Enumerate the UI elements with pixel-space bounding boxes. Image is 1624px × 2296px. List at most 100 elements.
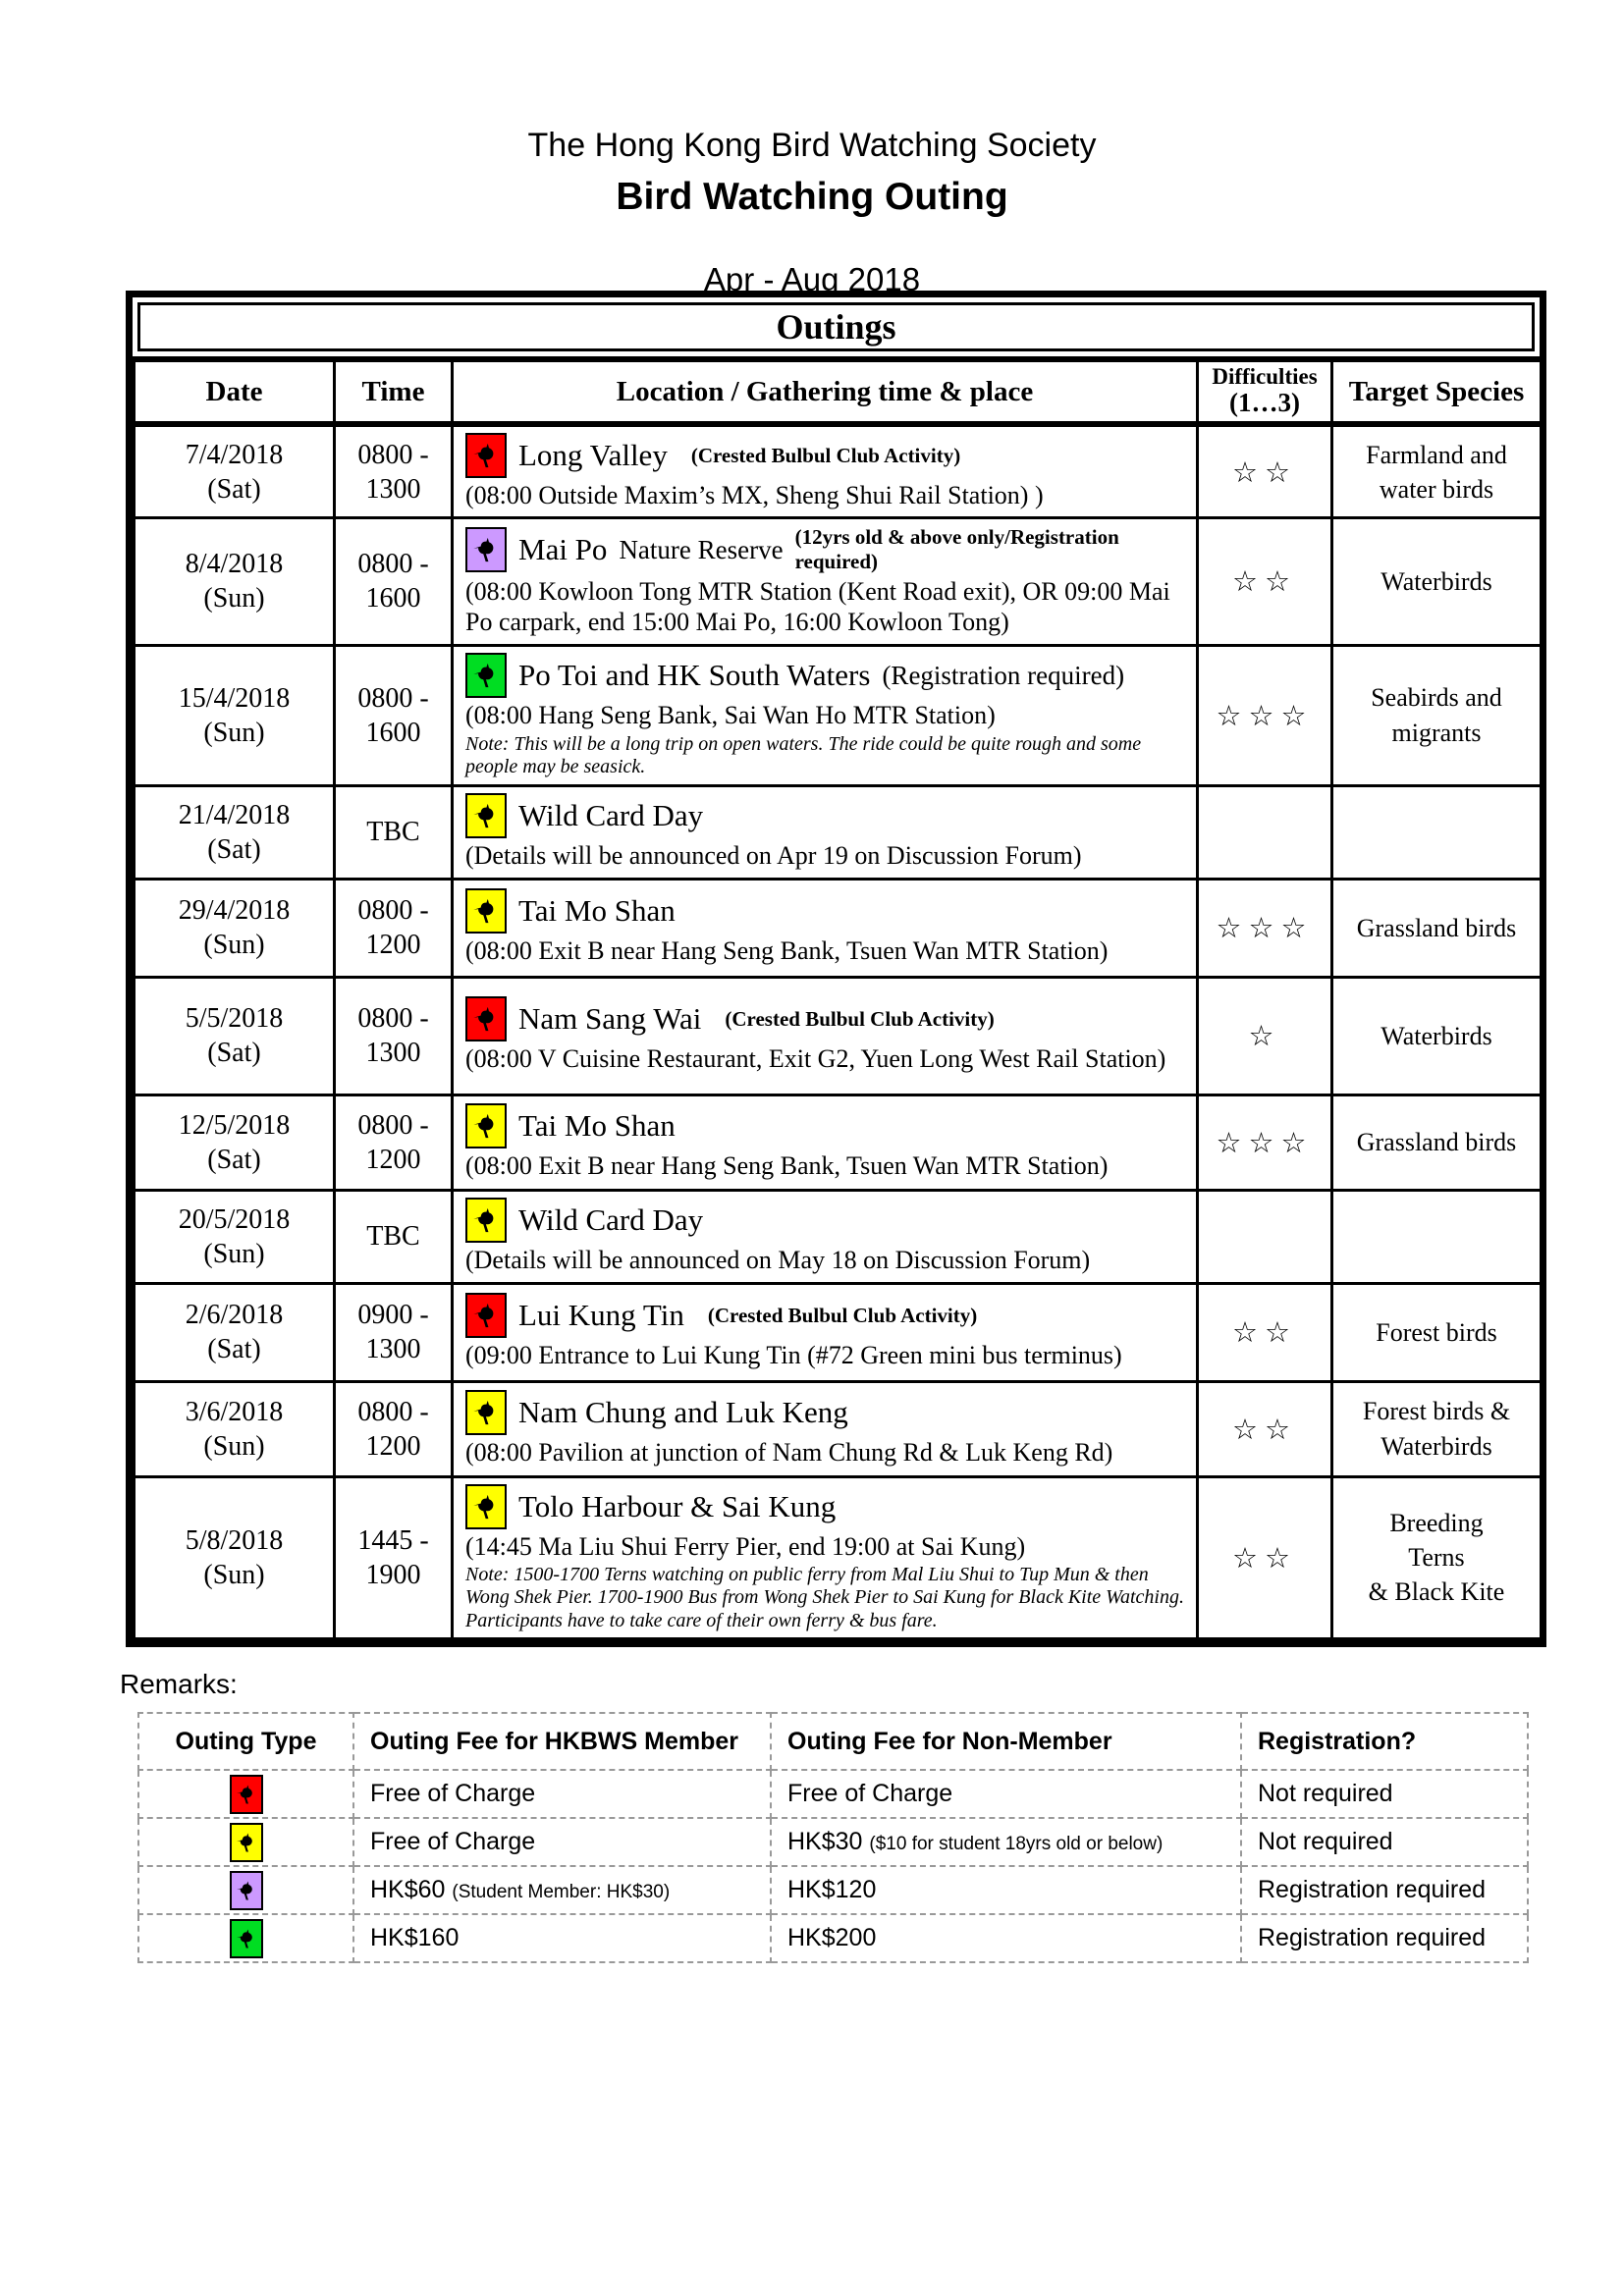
outing-type-color-swatch (229, 1918, 263, 1958)
remarks-row: HK$60 (Student Member: HK$30) HK$120 Reg… (137, 1865, 1529, 1915)
outings-table-frame: Outings Date Time Location / Gathering t… (126, 291, 1546, 1647)
registration-cell: Registration required (1240, 1865, 1529, 1915)
gathering-info: (Details will be announced on Apr 19 on … (465, 840, 1082, 870)
date-cell: 21/4/2018 (Sat) (133, 783, 336, 881)
outing-type-color-swatch (465, 1389, 507, 1435)
location-cell: Wild Card Day (Details will be announced… (451, 1188, 1199, 1285)
bird-icon (472, 442, 500, 469)
outing-title: Nam Chung and Luk Keng (518, 1394, 848, 1429)
bird-icon (472, 662, 500, 689)
difficulty-cell: ☆☆☆ (1196, 877, 1333, 979)
gathering-info: (14:45 Ma Liu Shui Ferry Pier, end 19:00… (465, 1531, 1026, 1561)
target-species-cell: Farmland and water birds (1330, 422, 1543, 520)
outing-type-cell (137, 1769, 354, 1819)
document-title: Bird Watching Outing (616, 175, 1008, 218)
outing-title: Wild Card Day (518, 797, 704, 832)
date-cell: 5/5/2018 (Sat) (133, 975, 336, 1096)
table-row: 8/4/2018 (Sun) 0800 - 1600 Mai Po Nature… (133, 516, 1543, 647)
outing-type-color-swatch (465, 653, 507, 699)
remarks-row: Free of Charge Free of Charge Not requir… (137, 1769, 1529, 1819)
bird-icon (472, 1112, 500, 1140)
time-cell: 0800 - 1600 (333, 643, 454, 787)
header-date: Date (133, 357, 336, 427)
target-species-cell: Waterbirds (1330, 516, 1543, 647)
difficulty-cell: ☆☆ (1196, 422, 1333, 520)
member-fee-cell: HK$160 (352, 1913, 772, 1963)
registration-cell: Not required (1240, 1817, 1529, 1867)
bird-icon (236, 1928, 257, 1949)
bird-icon (472, 1399, 500, 1426)
table-row: 2/6/2018 (Sat) 0900 - 1300 Lui Kung Tin … (133, 1281, 1543, 1383)
difficulty-cell: ☆☆ (1196, 1474, 1333, 1640)
registration-cell: Not required (1240, 1769, 1529, 1819)
date-cell: 3/6/2018 (Sun) (133, 1379, 336, 1478)
location-cell: Mai Po Nature Reserve (12yrs old & above… (451, 516, 1199, 647)
difficulty-cell: ☆☆ (1196, 1379, 1333, 1478)
time-cell: 0800 - 1200 (333, 1093, 454, 1192)
table-row: 3/6/2018 (Sun) 0800 - 1200 Nam Chung and… (133, 1379, 1543, 1478)
bird-icon (472, 897, 500, 925)
outing-note: (Crested Bulbul Club Activity) (725, 1006, 995, 1031)
outing-type-cell (137, 1817, 354, 1867)
location-cell: Nam Chung and Luk Keng (08:00 Pavilion a… (451, 1379, 1199, 1478)
location-cell: Nam Sang Wai (Crested Bulbul Club Activi… (451, 975, 1199, 1096)
member-fee-cell: HK$60 (Student Member: HK$30) (352, 1865, 772, 1915)
bird-icon (472, 1206, 500, 1234)
remarks-row: HK$160 HK$200 Registration required (137, 1913, 1529, 1963)
outing-type-color-swatch (229, 1774, 263, 1814)
outing-title: Tai Mo Shan (518, 1107, 676, 1143)
gathering-info: (08:00 Outside Maxim’s MX, Sheng Shui Ra… (465, 481, 1044, 509)
difficulty-cell: ☆☆ (1196, 516, 1333, 647)
remarks-header-row: Outing Type Outing Fee for HKBWS Member … (137, 1712, 1529, 1771)
outings-title: Outings (776, 307, 896, 347)
header-difficulties: Difficulties (1…3) (1196, 357, 1333, 427)
difficulty-cell: ☆ (1196, 975, 1333, 1096)
gathering-info: (09:00 Entrance to Lui Kung Tin (#72 Gre… (465, 1341, 1122, 1370)
target-species-cell (1330, 783, 1543, 881)
bird-icon (472, 1302, 500, 1329)
outing-title: Tolo Harbour & Sai Kung (518, 1488, 837, 1523)
outing-title: Tai Mo Shan (518, 893, 676, 929)
table-row: 20/5/2018 (Sun) TBC Wild Card Day (Detai… (133, 1188, 1543, 1285)
target-species-cell: Seabirds and migrants (1330, 643, 1543, 787)
table-row: 15/4/2018 (Sun) 0800 - 1600 Po Toi and H… (133, 643, 1543, 787)
gathering-info: (08:00 Exit B near Hang Seng Bank, Tsuen… (465, 936, 1109, 966)
outings-title-bar: Outings (137, 302, 1535, 351)
bird-icon (236, 1832, 257, 1853)
outing-type-color-swatch (465, 792, 507, 838)
outing-title: Mai Po (518, 532, 608, 567)
location-cell: Po Toi and HK South Waters (Registration… (451, 643, 1199, 787)
location-cell: Wild Card Day (Details will be announced… (451, 783, 1199, 881)
bird-icon (236, 1784, 257, 1805)
date-cell: 7/4/2018 (Sat) (133, 422, 336, 520)
date-cell: 2/6/2018 (Sat) (133, 1281, 336, 1383)
date-cell: 15/4/2018 (Sun) (133, 643, 336, 787)
remarks-table: Outing Type Outing Fee for HKBWS Member … (137, 1712, 1529, 1963)
date-cell: 20/5/2018 (Sun) (133, 1188, 336, 1285)
table-row: 29/4/2018 (Sun) 0800 - 1200 Tai Mo Shan … (133, 877, 1543, 979)
time-cell: 0800 - 1300 (333, 975, 454, 1096)
outing-type-color-swatch (465, 527, 507, 573)
difficulty-cell: ☆☆☆ (1196, 1093, 1333, 1192)
member-fee-cell: Free of Charge (352, 1769, 772, 1819)
time-cell: 0800 - 1600 (333, 516, 454, 647)
target-species-cell: Waterbirds (1330, 975, 1543, 1096)
outing-type-color-swatch (465, 433, 507, 478)
location-cell: Tai Mo Shan (08:00 Exit B near Hang Seng… (451, 877, 1199, 979)
bird-icon (472, 1005, 500, 1033)
gathering-info: (08:00 V Cuisine Restaurant, Exit G2, Yu… (465, 1044, 1166, 1074)
remarks-header-nonmember-fee: Outing Fee for Non-Member (770, 1712, 1242, 1771)
time-cell: 0800 - 1200 (333, 877, 454, 979)
outing-title: Po Toi and HK South Waters (518, 658, 871, 693)
remarks-label: Remarks: (120, 1669, 238, 1699)
bird-icon (472, 1493, 500, 1521)
header-target-species: Target Species (1330, 357, 1543, 427)
outing-type-color-swatch (465, 1483, 507, 1529)
trip-note: Note: This will be a long trip on open w… (465, 732, 1142, 778)
target-species-cell: Forest birds & Waterbirds (1330, 1379, 1543, 1478)
outing-type-color-swatch (465, 888, 507, 934)
time-cell: 0800 - 1300 (333, 422, 454, 520)
outing-subtitle: (Registration required) (882, 660, 1125, 690)
table-row: 21/4/2018 (Sat) TBC Wild Card Day (Detai… (133, 783, 1543, 881)
table-header-row: Date Time Location / Gathering time & pl… (133, 357, 1543, 427)
